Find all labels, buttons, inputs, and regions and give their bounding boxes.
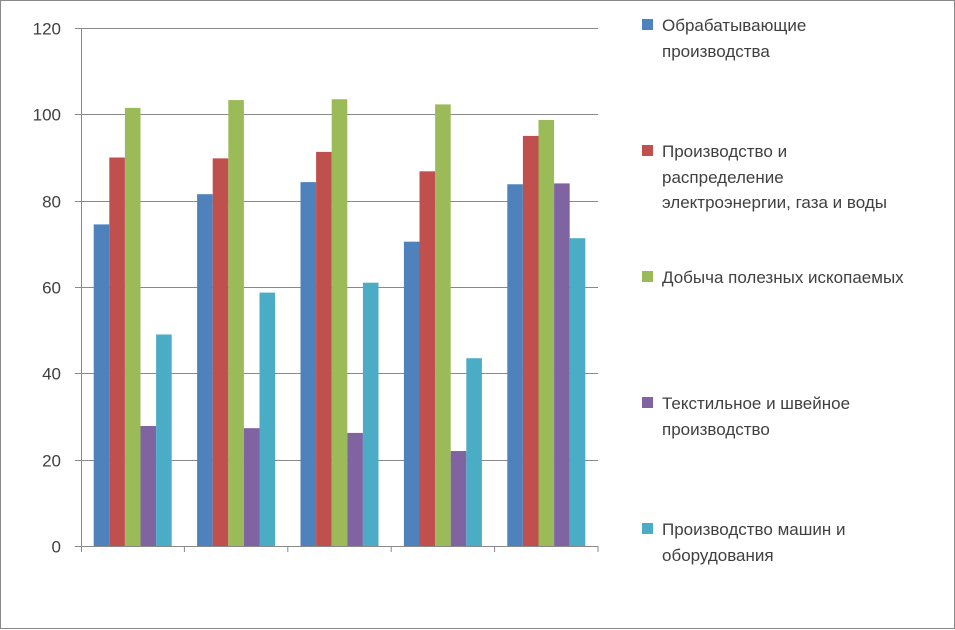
bar (228, 100, 244, 547)
bar (522, 135, 539, 546)
y-tick-label: 20 (42, 452, 61, 471)
legend-swatch (642, 271, 653, 282)
legend: Обрабатывающие производства Производство … (642, 1, 942, 630)
bar (259, 292, 276, 546)
legend-swatch (642, 523, 653, 534)
bar (450, 451, 467, 546)
y-tick-label: 80 (42, 193, 61, 212)
bar (435, 104, 451, 546)
legend-label: Производство и распределение электроэнер… (662, 142, 887, 212)
legend-label: Обрабатывающие производства (662, 16, 807, 61)
legend-swatch (642, 397, 653, 408)
bar (347, 432, 363, 546)
y-tick-label: 0 (52, 538, 61, 557)
bar (507, 184, 523, 546)
bar (109, 157, 125, 546)
y-tick-label: 120 (33, 20, 61, 39)
bar (212, 158, 229, 546)
y-tick-label: 60 (42, 279, 61, 298)
legend-label: Текстильное и швейное производство (662, 394, 851, 439)
y-tick-label: 40 (42, 365, 61, 384)
bar (419, 171, 436, 546)
legend-swatch (642, 19, 653, 30)
bar (569, 238, 586, 546)
bar (243, 428, 260, 546)
bar (93, 224, 110, 547)
legend-label: Добыча полезных ископаемых (662, 268, 904, 287)
bar (362, 282, 379, 546)
y-tick-label: 100 (33, 106, 61, 125)
bar (156, 334, 172, 546)
bar (140, 425, 157, 546)
bar (403, 241, 420, 547)
legend-swatch (642, 145, 653, 156)
bar (124, 107, 141, 546)
bar (466, 358, 482, 546)
bar (331, 99, 348, 546)
bar (554, 183, 570, 546)
bar (300, 182, 317, 547)
bar (316, 151, 332, 546)
legend-label: Производство машин и оборудования (662, 520, 846, 565)
bar (197, 194, 213, 547)
bar (538, 119, 555, 546)
